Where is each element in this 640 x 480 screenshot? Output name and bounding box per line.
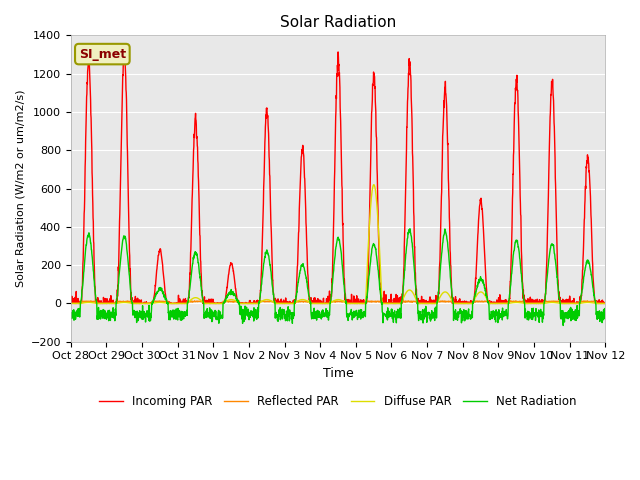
Reflected PAR [602, 300, 609, 306]
Line: Reflected PAR: Reflected PAR [71, 301, 605, 303]
Incoming PAR [67, 300, 75, 306]
Diffuse PAR [353, 300, 361, 306]
Diffuse PAR [602, 300, 609, 306]
Net Radiation [559, 323, 567, 328]
Reflected PAR [365, 299, 373, 305]
Line: Incoming PAR: Incoming PAR [71, 51, 605, 303]
Incoming PAR [554, 283, 562, 289]
Y-axis label: Solar Radiation (W/m2 or um/m2/s): Solar Radiation (W/m2 or um/m2/s) [15, 90, 25, 287]
Net Radiation [602, 310, 609, 316]
Incoming PAR [602, 300, 609, 306]
Net Radiation [570, 313, 577, 319]
Legend: Incoming PAR, Reflected PAR, Diffuse PAR, Net Radiation: Incoming PAR, Reflected PAR, Diffuse PAR… [94, 391, 582, 413]
X-axis label: Time: Time [323, 367, 353, 380]
Diffuse PAR [365, 232, 372, 238]
Net Radiation [67, 313, 75, 319]
Net Radiation [554, 286, 562, 292]
Incoming PAR [216, 300, 224, 306]
Reflected PAR [570, 300, 577, 306]
Incoming PAR [570, 300, 577, 306]
Text: SI_met: SI_met [79, 48, 126, 60]
Reflected PAR [493, 300, 501, 306]
Net Radiation [216, 316, 223, 322]
Incoming PAR [354, 300, 362, 306]
Incoming PAR [121, 48, 129, 54]
Reflected PAR [216, 300, 223, 306]
Line: Net Radiation: Net Radiation [71, 229, 605, 325]
Net Radiation [493, 313, 501, 319]
Incoming PAR [365, 230, 373, 236]
Net Radiation [406, 226, 414, 232]
Net Radiation [365, 273, 372, 279]
Reflected PAR [67, 300, 75, 306]
Diffuse PAR [370, 182, 378, 188]
Diffuse PAR [554, 300, 562, 306]
Reflected PAR [554, 299, 562, 304]
Net Radiation [353, 310, 361, 316]
Diffuse PAR [493, 300, 501, 306]
Reflected PAR [354, 300, 362, 306]
Line: Diffuse PAR: Diffuse PAR [71, 185, 605, 303]
Incoming PAR [493, 300, 501, 306]
Diffuse PAR [67, 300, 75, 306]
Title: Solar Radiation: Solar Radiation [280, 15, 396, 30]
Diffuse PAR [216, 300, 223, 306]
Reflected PAR [257, 298, 264, 304]
Diffuse PAR [570, 300, 577, 306]
